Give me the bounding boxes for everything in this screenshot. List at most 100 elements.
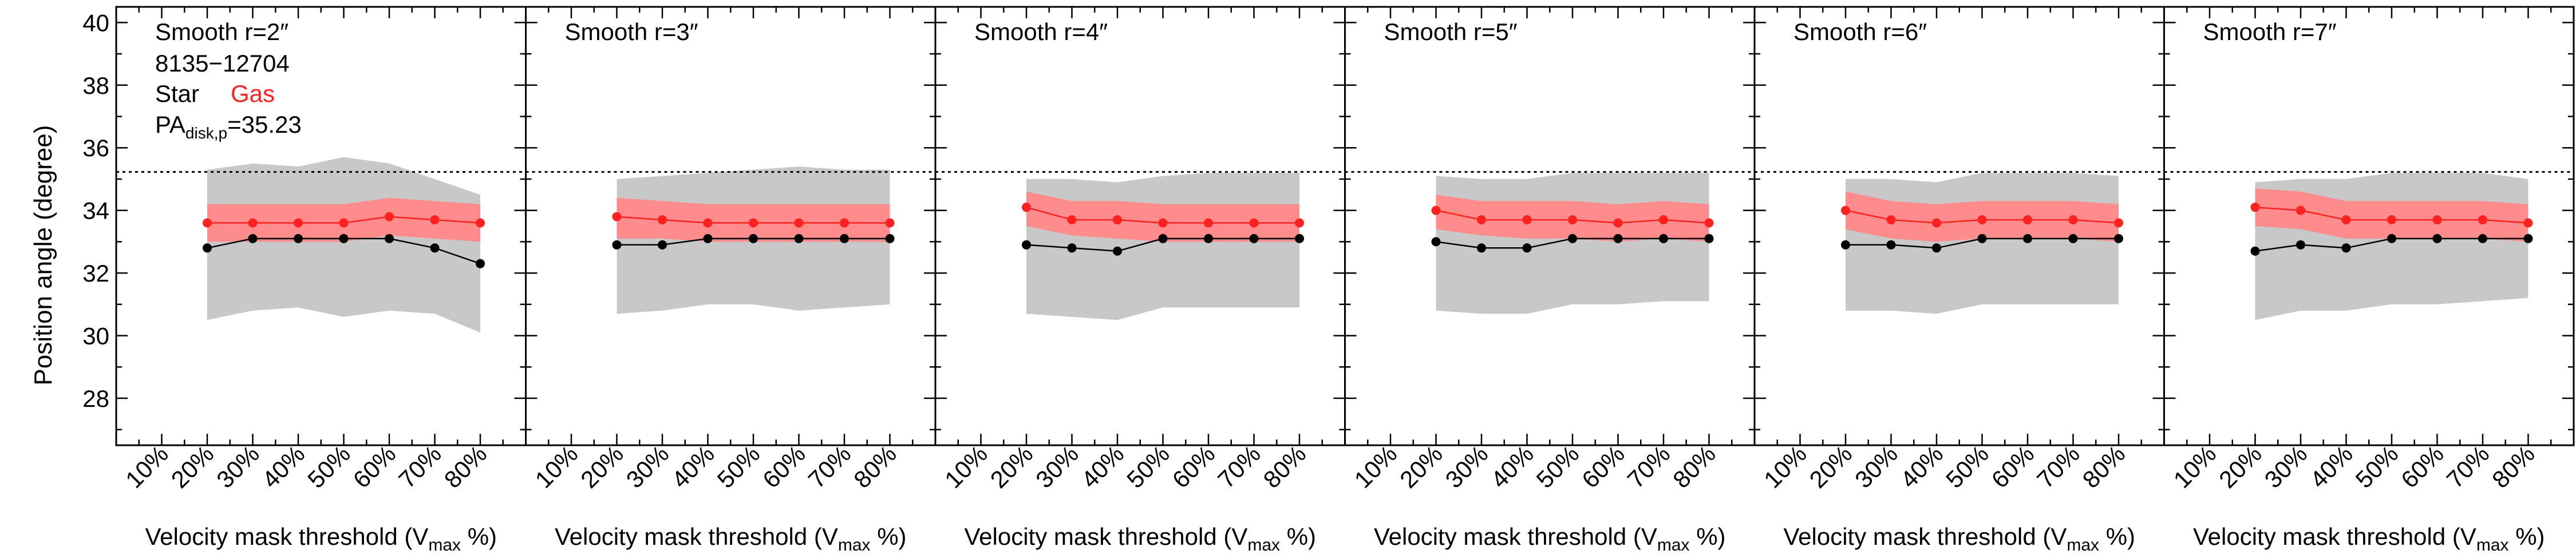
x-tick-label: 20% [166, 440, 219, 493]
star-point [1841, 240, 1850, 250]
panel-5: 10%20%30%40%50%60%70%80% Velocity mask th… [1753, 6, 2165, 555]
x-axis-label-text: Velocity mask threshold (V [1374, 523, 1657, 550]
x-tick-label: 70% [1212, 440, 1266, 493]
x-axis-label: Velocity mask threshold (Vmax %) [2193, 523, 2545, 555]
x-tick-label: 70% [2441, 440, 2495, 493]
gas-point [1886, 215, 1896, 225]
gas-point [703, 218, 713, 228]
panel-title: Smooth r=3″ [565, 18, 698, 45]
gas-point [248, 218, 258, 228]
x-tick-label: 30% [2259, 440, 2313, 493]
x-tick-label: 30% [1030, 440, 1084, 493]
star-point [2523, 234, 2533, 243]
star-point [2023, 234, 2032, 243]
gas-point [1158, 218, 1168, 228]
star-point [203, 243, 212, 253]
x-tick-label: 80% [1258, 440, 1311, 493]
x-tick-label: 60% [2396, 440, 2449, 493]
star-point [794, 234, 804, 243]
y-tick-label: 40 [82, 9, 109, 36]
x-tick-label: 10% [530, 440, 583, 493]
x-axis-label-end: %) [871, 523, 907, 550]
star-point [1704, 234, 1714, 243]
star-point [2068, 234, 2078, 243]
pa-annotation: PAdisk,p=35.23 [155, 111, 302, 142]
x-tick-label: 20% [2214, 440, 2267, 493]
gas-point [2068, 215, 2078, 225]
x-axis-label-subscript: max [428, 536, 461, 555]
x-tick-label: 30% [1850, 440, 1903, 493]
x-tick-label: 50% [712, 440, 765, 493]
panel-title: Smooth r=6″ [1793, 18, 1927, 45]
star-point [1431, 237, 1441, 247]
star-point [703, 234, 713, 243]
x-tick-label: 10% [2168, 440, 2222, 493]
gas-point [203, 218, 212, 228]
gas-point [1431, 205, 1441, 215]
x-axis-label-text: Velocity mask threshold (V [964, 523, 1247, 550]
x-tick-label: 20% [575, 440, 629, 493]
gas-point [1568, 215, 1577, 225]
x-axis-label: Velocity mask threshold (Vmax %) [964, 523, 1316, 555]
y-tick-label: 38 [82, 72, 109, 99]
star-point [2296, 240, 2305, 250]
x-axis-label-text: Velocity mask threshold (V [145, 523, 428, 550]
panel-2: 10%20%30%40%50%60%70%80% Velocity mask th… [525, 6, 937, 555]
x-axis-label: Velocity mask threshold (Vmax %) [555, 523, 907, 555]
x-tick-label: 20% [1394, 440, 1448, 493]
gas-point [1477, 215, 1486, 225]
gas-point [385, 212, 394, 221]
star-uncertainty-band [1846, 173, 2119, 314]
gas-point [2023, 215, 2032, 225]
star-point [1477, 243, 1486, 253]
x-tick-label: 70% [2032, 440, 2085, 493]
x-tick-label: 80% [2077, 440, 2131, 493]
gas-uncertainty-band [2255, 188, 2528, 242]
star-point [2341, 243, 2351, 253]
star-point [2432, 234, 2442, 243]
x-tick-label: 40% [666, 440, 720, 493]
x-tick-label: 50% [1121, 440, 1175, 493]
x-axis-label-end: %) [461, 523, 497, 550]
star-point [1113, 246, 1122, 256]
star-uncertainty-band [1436, 173, 1709, 314]
panel-3: 10%20%30%40%50%60%70%80% Velocity mask th… [934, 6, 1346, 555]
star-point [612, 240, 622, 250]
star-point [885, 234, 895, 243]
x-tick-label: 40% [257, 440, 310, 493]
star-point [749, 234, 758, 243]
gas-point [1067, 215, 1077, 225]
gas-point [339, 218, 349, 228]
star-point [1659, 234, 1668, 243]
y-axis-label: Position angle (degree) [29, 125, 57, 386]
x-axis-label-end: %) [1280, 523, 1316, 550]
gas-point [794, 218, 804, 228]
gas-point [294, 218, 303, 228]
x-tick-label: 70% [1622, 440, 1676, 493]
x-axis-label-subscript: max [838, 536, 871, 555]
gas-point [840, 218, 849, 228]
x-axis-label-subscript: max [2476, 536, 2509, 555]
gas-point [1113, 215, 1122, 225]
gas-point [658, 215, 667, 225]
gas-point [2341, 215, 2351, 225]
x-axis-label-text: Velocity mask threshold (V [2193, 523, 2476, 550]
x-axis-label-text: Velocity mask threshold (V [555, 523, 838, 550]
gas-point [749, 218, 758, 228]
x-tick-label: 60% [757, 440, 811, 493]
star-point [476, 259, 485, 268]
star-point [658, 240, 667, 250]
star-point [1249, 234, 1259, 243]
x-tick-label: 10% [1759, 440, 1812, 493]
x-tick-label: 80% [1668, 440, 1721, 493]
x-axis-label: Velocity mask threshold (Vmax %) [1783, 523, 2135, 555]
panel-title: Smooth r=2″ [155, 18, 289, 45]
gas-point [2250, 203, 2260, 212]
legend-gas: Gas [231, 80, 275, 107]
gas-point [1204, 218, 1213, 228]
x-axis-label-text: Velocity mask threshold (V [1783, 523, 2067, 550]
x-axis-label-subscript: max [1247, 536, 1280, 555]
gas-point [1613, 218, 1623, 228]
x-tick-label: 40% [1485, 440, 1539, 493]
gas-uncertainty-band [1026, 191, 1299, 242]
